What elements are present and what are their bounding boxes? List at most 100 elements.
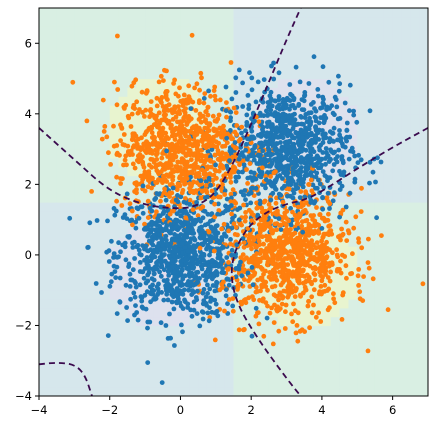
point-orange xyxy=(117,152,122,158)
point-blue xyxy=(146,258,151,264)
contour-cell xyxy=(268,343,279,353)
contour-cell xyxy=(47,360,58,371)
contour-cell xyxy=(357,334,367,344)
contour-cell xyxy=(401,272,411,282)
contour-cell xyxy=(260,343,270,353)
point-orange xyxy=(119,125,125,131)
contour-cell xyxy=(74,228,84,238)
point-blue xyxy=(229,195,234,201)
contour-cell xyxy=(366,69,376,80)
contour-cell xyxy=(100,228,111,238)
contour-cell xyxy=(109,52,120,62)
contour-cell xyxy=(374,113,385,124)
contour-cell xyxy=(277,369,288,379)
point-orange xyxy=(299,223,305,229)
contour-cell xyxy=(74,360,84,371)
contour-cell xyxy=(286,290,296,300)
contour-cell xyxy=(145,307,155,318)
contour-cell xyxy=(348,16,358,27)
contour-cell xyxy=(109,43,120,53)
contour-cell xyxy=(189,378,199,388)
contour-cell xyxy=(39,237,49,247)
contour-cell xyxy=(242,157,252,168)
point-blue xyxy=(164,291,170,297)
point-orange xyxy=(193,108,199,113)
contour-cell xyxy=(153,87,164,97)
contour-cell xyxy=(100,8,111,18)
point-blue xyxy=(227,148,233,154)
contour-cell xyxy=(321,378,332,388)
point-blue xyxy=(269,141,274,147)
contour-cell xyxy=(357,69,367,80)
contour-cell xyxy=(47,351,58,362)
contour-cell xyxy=(162,16,173,27)
contour-cell xyxy=(233,96,243,106)
contour-cell xyxy=(268,369,279,379)
contour-cell xyxy=(348,122,358,133)
point-blue xyxy=(249,128,255,134)
contour-cell xyxy=(92,202,102,212)
point-orange xyxy=(163,130,169,136)
contour-cell xyxy=(39,272,49,282)
point-blue xyxy=(292,164,298,170)
point-blue xyxy=(261,77,267,82)
contour-cell xyxy=(260,69,270,80)
contour-cell xyxy=(162,8,173,18)
point-orange xyxy=(153,121,159,127)
contour-cell xyxy=(410,334,420,344)
contour-cell xyxy=(295,369,305,379)
contour-cell xyxy=(330,334,341,344)
contour-cell xyxy=(162,378,173,388)
point-blue xyxy=(228,237,233,242)
point-blue xyxy=(323,161,328,167)
contour-cell xyxy=(198,369,208,379)
contour-cell xyxy=(348,246,358,256)
contour-cell xyxy=(366,351,376,362)
point-blue xyxy=(242,188,248,193)
contour-cell xyxy=(83,387,93,396)
contour-cell xyxy=(153,193,164,203)
point-blue xyxy=(343,204,349,210)
contour-cell xyxy=(410,157,420,168)
contour-cell xyxy=(330,360,341,371)
contour-cell xyxy=(39,43,49,53)
point-orange xyxy=(261,241,266,247)
contour-cell xyxy=(56,334,67,344)
contour-cell xyxy=(74,122,84,133)
point-orange xyxy=(255,261,261,267)
contour-cell xyxy=(366,43,376,53)
contour-cell xyxy=(83,113,93,124)
contour-cell xyxy=(295,378,305,388)
contour-cell xyxy=(366,25,376,36)
contour-cell xyxy=(145,87,155,97)
contour-cell xyxy=(39,246,49,256)
contour-cell xyxy=(366,113,376,124)
point-blue xyxy=(205,149,211,154)
contour-cell xyxy=(39,25,49,36)
contour-cell xyxy=(401,140,411,150)
contour-cell xyxy=(153,387,164,396)
contour-cell xyxy=(392,228,403,238)
contour-cell xyxy=(366,140,376,150)
contour-cell xyxy=(180,307,190,318)
point-orange xyxy=(179,169,185,175)
contour-cell xyxy=(109,193,120,203)
point-orange xyxy=(306,221,312,227)
contour-cell xyxy=(401,281,411,291)
point-blue xyxy=(236,67,242,73)
contour-cell xyxy=(39,157,49,168)
point-blue xyxy=(144,225,150,231)
point-blue xyxy=(113,275,119,280)
contour-cell xyxy=(109,25,120,36)
contour-cell xyxy=(357,175,367,185)
point-orange xyxy=(227,172,233,178)
contour-cell xyxy=(109,184,120,194)
contour-cell xyxy=(189,369,199,379)
contour-cell xyxy=(215,334,226,344)
point-orange xyxy=(322,282,328,288)
contour-cell xyxy=(83,360,93,371)
point-blue xyxy=(375,155,380,161)
contour-cell xyxy=(242,87,252,97)
contour-cell xyxy=(401,299,411,309)
point-blue xyxy=(169,299,175,305)
